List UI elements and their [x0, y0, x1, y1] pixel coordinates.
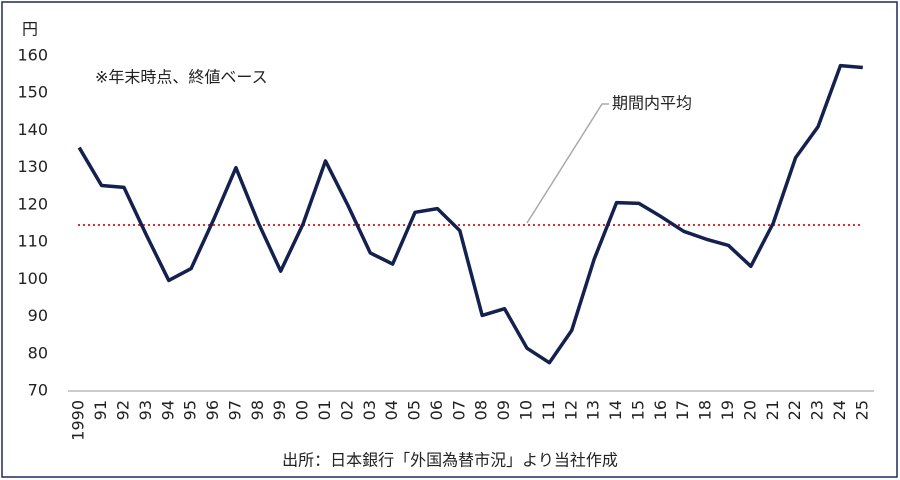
- x-tick-label: 03: [360, 400, 379, 420]
- note: ※年末時点、終値ベース: [95, 68, 268, 87]
- x-tick-label: 1990: [69, 400, 88, 441]
- x-tick-label: 16: [651, 400, 670, 420]
- x-tick-label: 93: [136, 400, 155, 420]
- x-tick-label: 94: [158, 400, 177, 420]
- x-tick-label: 95: [181, 400, 200, 420]
- x-tick-label: 20: [740, 400, 759, 420]
- x-tick-label: 00: [293, 400, 312, 420]
- x-tick-label: 99: [270, 400, 289, 420]
- x-tick-label: 14: [606, 400, 625, 420]
- leader-line: [526, 103, 609, 224]
- y-tick-label: 90: [28, 306, 48, 325]
- x-tick-label: 07: [449, 400, 468, 420]
- x-tick-label: 12: [561, 400, 580, 420]
- y-tick-label: 120: [17, 194, 48, 213]
- x-tick-label: 04: [382, 400, 401, 420]
- x-tick-label: 06: [427, 400, 446, 420]
- y-tick-label: 80: [28, 343, 48, 362]
- x-tick-label: 11: [539, 400, 558, 420]
- y-tick-label: 70: [28, 381, 48, 400]
- x-tick-label: 10: [516, 400, 535, 420]
- x-tick-label: 05: [405, 400, 424, 420]
- x-tick-label: 92: [113, 400, 132, 420]
- y-tick-label: 150: [17, 83, 48, 102]
- y-tick-label: 100: [17, 269, 48, 288]
- x-tick-label: 24: [830, 400, 849, 420]
- x-tick-label: 22: [785, 400, 804, 420]
- y-unit: 円: [22, 20, 38, 39]
- x-tick-label: 13: [584, 400, 603, 420]
- source: 出所：日本銀行「外国為替市況」より当社作成: [282, 451, 618, 470]
- x-tick-label: 91: [91, 400, 110, 420]
- x-tick-label: 17: [673, 400, 692, 420]
- x-tick-label: 21: [763, 400, 782, 420]
- x-tick-label: 01: [315, 400, 334, 420]
- x-tick-label: 15: [628, 400, 647, 420]
- x-tick-label: 02: [337, 400, 356, 420]
- y-tick-label: 160: [17, 46, 48, 65]
- x-tick-label: 25: [852, 400, 871, 420]
- x-tick-label: 23: [808, 400, 827, 420]
- y-tick-label: 140: [17, 120, 48, 139]
- y-tick-label: 130: [17, 157, 48, 176]
- x-tick-label: 09: [494, 400, 513, 420]
- x-tick-label: 08: [472, 400, 491, 420]
- y-tick-label: 110: [17, 232, 48, 251]
- x-tick-label: 96: [203, 400, 222, 420]
- x-tick-label: 98: [248, 400, 267, 420]
- x-tick-label: 97: [225, 400, 244, 420]
- x-tick-label: 19: [718, 400, 737, 420]
- average-label: 期間内平均: [612, 94, 692, 113]
- x-tick-label: 18: [696, 400, 715, 420]
- data-line: [77, 63, 863, 365]
